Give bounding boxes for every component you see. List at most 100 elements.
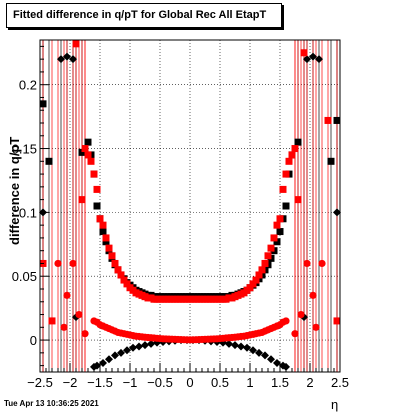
- data-point-diamond: [333, 208, 341, 217]
- x-tick-label: 0.5: [211, 375, 229, 390]
- data-point-diamond: [63, 52, 71, 61]
- timestamp: Tue Apr 13 10:36:25 2021: [4, 399, 99, 408]
- data-point-diamond: [117, 348, 125, 357]
- data-point-diamond: [69, 55, 77, 64]
- data-markers: [39, 40, 341, 371]
- data-point-square: [48, 317, 56, 325]
- data-point-diamond: [129, 343, 137, 352]
- data-point-square: [333, 317, 341, 325]
- data-point-diamond: [267, 355, 275, 364]
- data-point-circle: [75, 310, 83, 319]
- data-point-circle: [81, 330, 89, 338]
- data-point-square: [108, 252, 116, 260]
- data-point-square: [99, 228, 107, 236]
- data-point-square: [276, 215, 284, 223]
- data-point-square: [123, 280, 131, 288]
- data-point-square: [90, 170, 98, 178]
- data-point-square: [102, 234, 110, 242]
- data-point-square: [279, 185, 287, 193]
- data-point-square: [327, 157, 335, 165]
- y-tick-label: 0.1: [19, 205, 37, 220]
- data-point-square: [117, 271, 125, 279]
- data-point-diamond: [147, 339, 155, 348]
- data-point-square: [39, 100, 47, 108]
- x-tick-label: 2: [306, 375, 313, 390]
- x-tick-label: −1: [123, 375, 138, 390]
- y-tick-label: 0.15: [12, 142, 37, 157]
- data-point-circle: [54, 259, 62, 268]
- data-point-square: [261, 259, 269, 267]
- tick-labels: −2.5 −2 −1.5 −1 −0.5 0 0.5 1 1.5 2 2.5 0 0.05 0.1 0.15…: [12, 78, 349, 390]
- data-point-square: [333, 116, 341, 124]
- data-point-square: [114, 266, 122, 274]
- data-point-square: [264, 252, 272, 260]
- data-point-circle: [291, 330, 299, 338]
- data-point-diamond: [105, 355, 113, 364]
- data-point-square: [252, 276, 260, 284]
- data-point-diamond: [273, 359, 281, 368]
- data-point-circle: [282, 317, 290, 325]
- x-axis-label: η: [331, 397, 339, 412]
- data-point-diamond: [303, 55, 311, 64]
- data-point-square: [273, 238, 281, 246]
- data-point-square: [111, 259, 119, 267]
- y-tick-label: 0.2: [19, 78, 37, 93]
- data-point-square: [72, 40, 80, 48]
- data-point-square: [276, 228, 284, 236]
- x-tick-label: −2.5: [27, 375, 53, 390]
- data-point-circle: [63, 291, 71, 299]
- data-point-square: [93, 185, 101, 193]
- data-point-square: [81, 145, 89, 153]
- data-point-diamond: [141, 341, 149, 350]
- data-point-diamond: [315, 55, 323, 64]
- data-point-square: [291, 145, 299, 153]
- data-point-square: [294, 138, 302, 146]
- data-point-square: [246, 284, 254, 292]
- data-point-square: [255, 271, 263, 279]
- data-point-square: [324, 116, 332, 124]
- data-point-diamond: [237, 342, 245, 351]
- data-point-square: [96, 215, 104, 223]
- data-point-circle: [303, 259, 311, 268]
- x-tick-label: 2.5: [331, 375, 349, 390]
- data-point-diamond: [249, 346, 257, 355]
- data-point-square: [294, 196, 302, 204]
- x-tick-label: 0: [186, 375, 193, 390]
- chart-title: Fitted difference in q/pT for Global Rec…: [6, 3, 282, 28]
- data-point-circle: [309, 291, 317, 299]
- data-point-diamond: [123, 346, 131, 355]
- data-point-square: [84, 138, 92, 146]
- data-point-square: [285, 157, 293, 165]
- data-point-square: [105, 244, 113, 252]
- data-point-circle: [318, 259, 326, 268]
- data-point-circle: [312, 323, 320, 331]
- data-point-square: [249, 280, 257, 288]
- data-point-square: [99, 221, 107, 229]
- data-point-square: [267, 244, 275, 252]
- data-point-diamond: [255, 348, 263, 357]
- data-point-circle: [60, 323, 68, 331]
- x-tick-label: −1.5: [87, 375, 113, 390]
- y-tick-label: 0.05: [12, 269, 37, 284]
- x-tick-label: −0.5: [147, 375, 173, 390]
- data-point-square: [87, 157, 95, 165]
- x-tick-label: −2: [63, 375, 78, 390]
- data-point-diamond: [135, 342, 143, 351]
- data-point-diamond: [231, 341, 239, 350]
- data-point-square: [102, 238, 110, 246]
- data-point-circle: [297, 310, 305, 319]
- data-point-square: [282, 202, 290, 210]
- data-point-diamond: [309, 52, 317, 61]
- data-point-diamond: [261, 351, 269, 360]
- data-point-diamond: [99, 359, 107, 368]
- x-tick-label: 1.5: [271, 375, 289, 390]
- data-point-square: [45, 157, 53, 165]
- data-point-square: [93, 202, 101, 210]
- data-point-square: [288, 151, 296, 159]
- data-point-square: [270, 234, 278, 242]
- data-point-diamond: [111, 351, 119, 360]
- x-tick-label: 1: [246, 375, 253, 390]
- data-point-diamond: [282, 362, 290, 371]
- y-tick-label: 0: [30, 333, 37, 348]
- data-point-diamond: [57, 55, 65, 64]
